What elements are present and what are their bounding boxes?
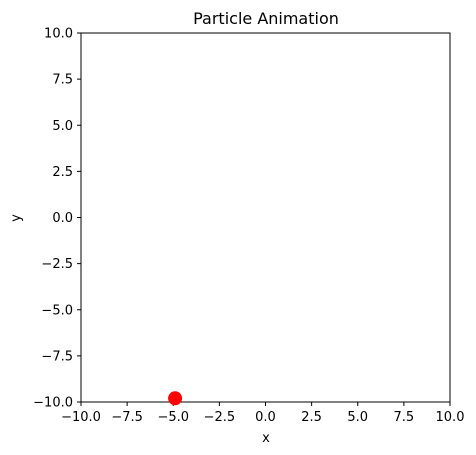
y-tick-label: 10.0: [44, 27, 73, 42]
y-tick-label: −5.0: [41, 303, 73, 318]
x-axis-label: x: [262, 431, 270, 446]
x-tick-label: 0.0: [255, 410, 276, 425]
x-tick-label: 10.0: [436, 410, 465, 425]
y-axis-ticks: 10.0 7.5 5.0 2.5 0.0 −2.5 −5.0 −7.5 −10.0: [33, 27, 81, 411]
y-tick-label: 2.5: [52, 165, 73, 180]
x-tick-label: −2.5: [204, 410, 236, 425]
x-axis-ticks: −10.0 −7.5 −5.0 −2.5 0.0 2.5 5.0 7.5 10.0: [61, 402, 464, 425]
x-tick-label: 5.0: [347, 410, 368, 425]
plot-area: [80, 32, 451, 403]
x-tick-label: 2.5: [301, 410, 322, 425]
chart-title: Particle Animation: [193, 9, 339, 28]
y-axis-label: y: [9, 214, 24, 222]
y-tick-label: 5.0: [52, 119, 73, 134]
particle-points: [168, 391, 183, 406]
x-tick-label: −7.5: [111, 410, 143, 425]
y-tick-label: −10.0: [33, 396, 73, 411]
x-tick-label: −10.0: [61, 410, 101, 425]
particle-point: [168, 391, 183, 406]
y-tick-label: 0.0: [52, 211, 73, 226]
x-tick-label: 7.5: [394, 410, 415, 425]
x-tick-label: −5.0: [157, 410, 189, 425]
y-tick-label: −7.5: [41, 349, 73, 364]
y-tick-label: −2.5: [41, 257, 73, 272]
y-tick-label: 7.5: [52, 73, 73, 88]
